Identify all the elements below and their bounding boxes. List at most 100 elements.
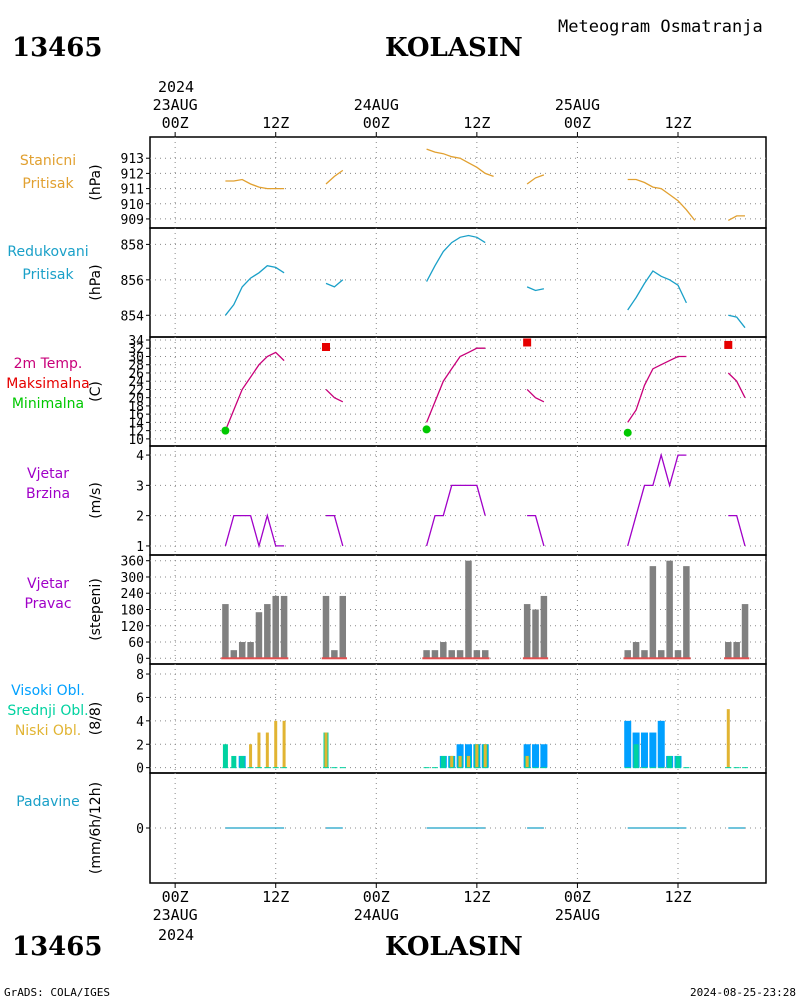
y-tick-label: 28 [128,359,144,374]
panel-label: Pravac [24,596,71,612]
wind-direction-bar [431,650,439,659]
y-tick-label: 30 [128,350,144,365]
wind-direction-bar [657,650,665,659]
y-tick-label: 858 [121,238,144,253]
station-name-bottom: KOLASIN [385,932,523,962]
cloud-bar [450,755,454,768]
wind-direction-bar [331,650,338,659]
wind-direction-bar [255,612,263,659]
max-temp-marker [523,338,532,347]
top-hour-label: 12Z [463,114,490,132]
top-year-label: 2024 [158,78,194,96]
cloud-bar [475,744,479,768]
y-tick-label: 24 [128,375,144,390]
station-id-top: 13465 [12,33,102,63]
wind-direction-bar [247,642,254,659]
wind-direction-bar [733,642,740,659]
series-line-segment [225,178,285,190]
series-line-segment [627,178,696,221]
series-line-segment [325,388,344,403]
y-tick-label: 14 [128,416,144,431]
wind-direction-bar [222,604,229,659]
cloud-bar [440,755,446,768]
bottom-hour-label: 00Z [363,888,390,906]
top-hour-label: 12Z [664,114,691,132]
series-line-segment [727,372,746,398]
panel-label: Srednji Obl. [7,703,88,719]
y-tick-label: 6 [136,691,144,706]
wind-direction-bar [465,560,472,659]
cloud-bar [532,744,540,768]
panel-label: Redukovani [7,244,88,260]
series-line-segment [526,286,545,292]
y-tick-label: 20 [128,392,144,407]
wind-direction-bar [238,642,246,659]
cloud-bar [640,732,648,768]
y-tick-label: 10 [128,433,144,448]
max-temp-marker [724,340,733,349]
top-date-label: 24AUG [354,96,399,114]
panel-label: Niski Obl. [15,723,81,739]
wind-direction-bar [532,609,539,659]
bottom-date-label: 23AUG [153,906,198,924]
y-tick-label: 16 [128,408,144,423]
cloud-bar [624,720,632,768]
panel-label: Pritisak [22,176,74,192]
wind-direction-bar [649,566,657,659]
bottom-hour-label: 00Z [162,888,189,906]
series-line-segment [526,174,545,185]
panel-label: Visoki Obl. [11,683,85,699]
wind-direction-bar [481,650,489,659]
bottom-year-label: 2024 [158,926,194,944]
min-temp-marker [422,425,431,434]
bottom-date-label: 25AUG [555,906,600,924]
series-line-segment [727,215,745,221]
series-line-segment [728,514,746,547]
cloud-bar [249,744,253,768]
wind-direction-bar [674,650,682,659]
cloud-bar [466,755,470,768]
series-line-segment [326,514,344,547]
min-temp-marker [623,428,632,437]
series-line-segment [627,452,687,547]
series-line-segment [224,513,285,549]
cloud-bar [324,732,328,768]
y-tick-label: 120 [121,620,144,635]
max-temp-marker [322,343,330,352]
wind-direction-bar [322,595,330,659]
wind-direction-bar [280,595,288,659]
wind-direction-bar [666,560,673,659]
wind-direction-bar [456,650,464,659]
bottom-hour-label: 00Z [564,888,591,906]
top-hour-label: 00Z [162,114,189,132]
y-tick-label: 240 [121,587,144,602]
wind-direction-bar [423,650,430,659]
panel-label: Padavine [16,794,80,810]
top-hour-label: 12Z [262,114,289,132]
y-tick-label: 60 [128,636,144,651]
y-tick-label: 909 [121,213,144,228]
y-tick-label: 22 [128,383,144,398]
timestamp-label: 2024-08-25-23:28 [690,986,796,999]
wind-direction-bar [448,650,455,659]
station-id-bottom: 13465 [12,932,102,962]
panel-5: 0 2 4 6 8 Visoki Obl. Srednji Obl. Niski Obl. (8… [7,663,767,777]
y-tick-label: 300 [121,571,144,586]
panel-6: 0 Padavine (mm/6h/12h) [16,772,767,884]
series-line-segment [425,484,486,547]
wind-direction-bar [540,595,548,659]
bottom-hour-label: 12Z [463,888,490,906]
min-temp-marker [221,426,230,435]
series-line-segment [426,148,494,178]
cloud-bar [675,755,681,768]
wind-direction-bar [523,604,531,659]
y-tick-label: 4 [136,715,144,730]
panel-label: Minimalna [12,396,84,412]
wind-direction-bar [632,642,640,659]
panel-frame [149,445,767,556]
